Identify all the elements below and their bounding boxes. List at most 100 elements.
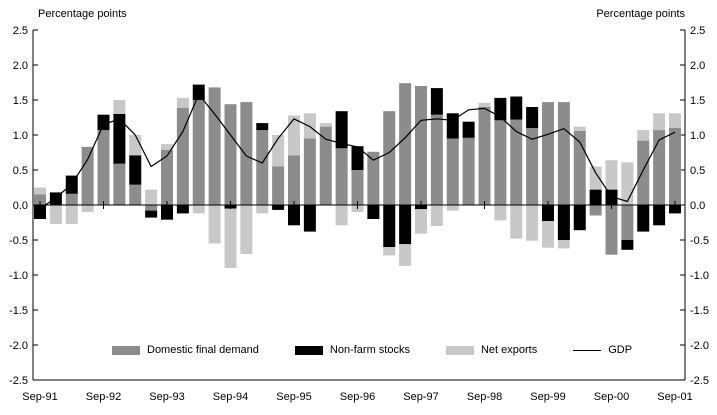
bar-segment: [161, 144, 173, 150]
bar-segment: [145, 205, 158, 211]
bar-segment: [129, 155, 142, 185]
bar-segment: [288, 205, 300, 226]
bar-segment: [256, 205, 269, 214]
bar-segment: [637, 140, 650, 205]
left-tick-label: 0.0: [13, 200, 28, 212]
bar-segment: [208, 205, 221, 244]
left-tick-label: -0.5: [9, 235, 28, 247]
bar-segment: [605, 205, 618, 255]
bar-segment: [415, 209, 427, 234]
bar-segment: [669, 113, 681, 128]
legend-item: Non-farm stocks: [294, 344, 410, 356]
bar-segment: [557, 240, 570, 249]
bar-segment: [113, 100, 126, 114]
legend-label: Net exports: [480, 344, 538, 356]
bar-segment: [573, 205, 586, 231]
left-tick-label: 2.0: [13, 60, 28, 72]
bar-segment: [557, 102, 570, 205]
x-axis-label: Sep-94: [213, 391, 248, 403]
right-tick-label: -2.0: [690, 340, 709, 352]
bar-segment: [129, 135, 142, 156]
bar-segment: [97, 114, 110, 131]
bar-segment: [288, 155, 300, 205]
bar-segment: [462, 137, 475, 205]
bar-segment: [573, 130, 586, 205]
bar-segment: [192, 100, 205, 205]
right-tick-label: -1.0: [690, 270, 709, 282]
bar-segment: [510, 205, 523, 239]
legend-item: GDP: [573, 344, 632, 356]
right-tick-label: 1.0: [690, 130, 705, 142]
legend-swatch: [112, 345, 140, 355]
left-tick-label: 2.5: [13, 25, 28, 37]
bar-segment: [351, 170, 364, 205]
bar-segment: [383, 111, 396, 205]
legend-label: GDP: [608, 344, 633, 356]
bar-segment: [589, 189, 602, 205]
bar-segment: [303, 138, 316, 205]
bar-segment: [669, 128, 681, 205]
bar-segment: [621, 240, 634, 250]
legend-swatch: [294, 345, 323, 355]
bar-segment: [176, 107, 189, 205]
bar-segment: [34, 205, 46, 219]
bar-segment: [351, 146, 364, 170]
bar-segment: [430, 114, 443, 205]
bar-segment: [129, 184, 142, 205]
bar-segment: [542, 221, 554, 248]
bar-segment: [430, 88, 443, 115]
bar-segment: [367, 205, 380, 219]
bar-segment: [176, 97, 189, 108]
bar-segment: [573, 126, 586, 131]
gdp-line: [39, 93, 676, 210]
bar-segment: [335, 205, 348, 226]
bar-segment: [510, 96, 523, 120]
bar-segment: [256, 123, 269, 131]
left-tick-label: 0.5: [13, 165, 28, 177]
bar-segment: [383, 247, 396, 256]
right-tick-label: -1.5: [690, 305, 709, 317]
bar-segment: [478, 102, 491, 107]
bar-segment: [589, 205, 602, 216]
bar-segment: [653, 205, 666, 226]
bar-segment: [478, 107, 491, 205]
bar-segment: [256, 130, 269, 205]
bar-segment: [383, 205, 396, 247]
bar-segment: [526, 205, 539, 241]
bar-segment: [34, 187, 46, 195]
bar-segment: [446, 205, 459, 211]
bar-segment: [303, 113, 316, 139]
bar-segment: [367, 151, 380, 205]
bar-segment: [208, 87, 221, 205]
x-axis-label: Sep-96: [340, 391, 375, 403]
bar-segment: [272, 135, 285, 167]
right-tick-label: -0.5: [690, 235, 709, 247]
right-tick-label: 2.5: [690, 25, 705, 37]
left-tick-label: -1.5: [9, 305, 28, 317]
bar-segment: [65, 193, 78, 205]
bar-segment: [542, 102, 554, 205]
bar-segment: [637, 205, 650, 232]
bar-segment: [653, 130, 666, 205]
bar-segment: [462, 121, 475, 138]
bar-segment: [526, 107, 539, 128]
gdp-line-swatch: [573, 349, 602, 351]
bar-segment: [510, 119, 523, 205]
legend-swatch: [445, 345, 474, 355]
bar-segment: [34, 194, 46, 205]
bar-segment: [446, 138, 459, 205]
bar-segment: [145, 210, 158, 218]
bar-segment: [526, 128, 539, 205]
bar-segment: [113, 114, 126, 164]
left-tick-label: -1.0: [9, 270, 28, 282]
x-axis-label: Sep-00: [594, 391, 629, 403]
bar-segment: [637, 130, 650, 141]
bar-segment: [224, 104, 237, 205]
bar-segment: [161, 205, 173, 220]
bar-segment: [49, 205, 62, 224]
bar-segment: [399, 83, 412, 205]
bar-segment: [272, 205, 285, 210]
left-tick-label: -2.5: [9, 375, 28, 387]
bar-segment: [113, 163, 126, 205]
